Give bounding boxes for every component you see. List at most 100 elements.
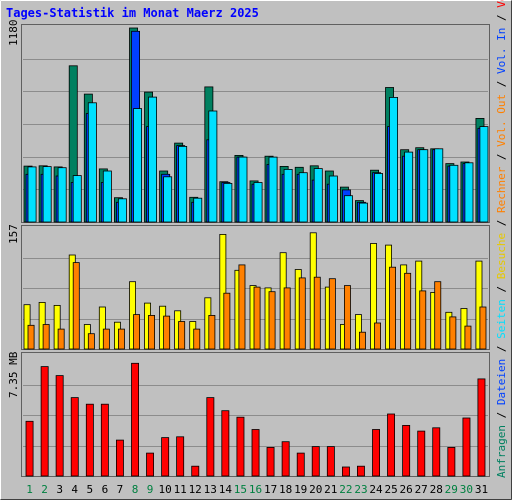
bottom-ymax-label: 7.35 MB bbox=[7, 351, 20, 398]
bar-rechner-day-2 bbox=[42, 324, 50, 350]
bar-seiten-day-31 bbox=[479, 126, 489, 223]
bar-besuche-day-14 bbox=[219, 233, 227, 350]
bar-volumen-day-31 bbox=[477, 378, 486, 477]
bar-seiten-day-24 bbox=[374, 173, 384, 223]
x-tick-label: 17 bbox=[264, 483, 277, 496]
x-tick-label: 5 bbox=[86, 483, 93, 496]
legend-entry: Rechner bbox=[495, 166, 508, 213]
bar-volumen-day-16 bbox=[251, 429, 260, 477]
bar-rechner-day-7 bbox=[118, 328, 125, 350]
x-tick-label: 22 bbox=[339, 483, 352, 496]
x-tick-label: 10 bbox=[158, 483, 171, 496]
middle-ymax-label: 157 bbox=[7, 224, 20, 244]
bar-rechner-day-3 bbox=[57, 328, 65, 350]
bar-rechner-day-9 bbox=[148, 314, 155, 350]
bars-layer bbox=[23, 27, 489, 477]
bar-volumen-day-29 bbox=[447, 446, 456, 477]
bar-volumen-day-4 bbox=[70, 397, 79, 477]
bar-volumen-day-5 bbox=[85, 403, 94, 477]
x-tick-label: 7 bbox=[117, 483, 124, 496]
bar-rechner-day-1 bbox=[27, 324, 35, 350]
bar-volumen-day-24 bbox=[372, 429, 380, 477]
bar-seiten-day-11 bbox=[178, 145, 188, 223]
bar-rechner-day-18 bbox=[283, 287, 291, 350]
bar-volumen-day-17 bbox=[266, 446, 275, 477]
bar-volumen-day-8 bbox=[131, 362, 139, 477]
bar-volumen-day-20 bbox=[311, 446, 320, 477]
x-tick-label: 8 bbox=[132, 483, 139, 496]
x-tick-label: 21 bbox=[324, 483, 337, 496]
bar-rechner-day-26 bbox=[404, 272, 412, 350]
bar-volumen-day-21 bbox=[326, 446, 335, 477]
x-tick-label: 12 bbox=[189, 483, 202, 496]
x-tick-label: 2 bbox=[41, 483, 48, 496]
bar-seiten-day-2 bbox=[42, 166, 52, 223]
bar-seiten-day-29 bbox=[449, 164, 459, 223]
bar-volumen-day-3 bbox=[55, 375, 64, 477]
bar-seiten-day-19 bbox=[298, 172, 308, 223]
legend-entry: / bbox=[495, 213, 508, 233]
bar-seiten-day-26 bbox=[404, 151, 414, 223]
bar-seiten-day-7 bbox=[118, 198, 127, 223]
legend-entry: / bbox=[495, 8, 508, 28]
bar-seiten-day-6 bbox=[102, 170, 112, 223]
x-axis-labels: 1 2 3 4 5 6 7 8 9 10 11 12 13 14 15 16 17 18 19 20 21 22 23 24 2… bbox=[26, 483, 488, 496]
bar-besuche-day-6 bbox=[98, 306, 106, 350]
x-tick-label: 26 bbox=[399, 483, 412, 496]
bar-volumen-day-18 bbox=[281, 441, 290, 477]
bar-seiten-day-1 bbox=[27, 166, 37, 223]
bar-rechner-day-11 bbox=[178, 321, 186, 350]
bar-rechner-day-24 bbox=[374, 322, 381, 350]
bar-rechner-day-29 bbox=[449, 316, 457, 350]
x-tick-label: 3 bbox=[56, 483, 63, 496]
bar-seiten-day-12 bbox=[193, 197, 203, 223]
bar-seiten-day-13 bbox=[208, 110, 218, 223]
bar-volumen-day-15 bbox=[236, 416, 245, 477]
bar-seiten-day-20 bbox=[313, 168, 323, 223]
bar-volumen-day-6 bbox=[100, 403, 109, 477]
bar-volumen-day-22 bbox=[341, 466, 350, 477]
bar-seiten-day-10 bbox=[163, 176, 173, 223]
legend-entry: / bbox=[495, 339, 508, 359]
bar-seiten-day-17 bbox=[268, 156, 278, 223]
bar-rechner-day-12 bbox=[193, 328, 201, 350]
bar-besuche-day-3 bbox=[53, 304, 61, 350]
x-tick-label: 16 bbox=[249, 483, 262, 496]
bar-volumen-day-1 bbox=[25, 420, 34, 477]
bar-volumen-day-7 bbox=[116, 439, 124, 477]
bar-rechner-day-22 bbox=[343, 285, 351, 350]
x-tick-label: 19 bbox=[294, 483, 307, 496]
bar-volumen-day-30 bbox=[462, 417, 471, 477]
bar-rechner-day-21 bbox=[328, 278, 336, 350]
bar-rechner-day-5 bbox=[87, 333, 95, 350]
x-tick-label: 29 bbox=[445, 483, 458, 496]
right-legend: Anfragen / Dateien / Seiten / Besuche / … bbox=[495, 0, 508, 478]
legend-entry: Dateien bbox=[495, 359, 508, 405]
x-tick-label: 1 bbox=[26, 483, 33, 496]
bar-volumen-day-27 bbox=[417, 430, 426, 477]
bar-rechner-day-13 bbox=[208, 314, 216, 350]
bar-seiten-day-8 bbox=[133, 108, 143, 223]
bar-rechner-day-4 bbox=[72, 262, 80, 350]
legend-entry: Volumen bbox=[495, 0, 508, 8]
x-tick-label: 20 bbox=[309, 483, 322, 496]
x-tick-label: 31 bbox=[475, 483, 488, 496]
bar-seiten-day-9 bbox=[148, 96, 158, 223]
bar-seiten-day-25 bbox=[389, 97, 399, 223]
bar-rechner-day-6 bbox=[102, 328, 110, 350]
bar-volumen-day-19 bbox=[296, 452, 305, 477]
bar-volumen-day-14 bbox=[221, 410, 230, 477]
bar-seiten-day-14 bbox=[223, 182, 233, 223]
legend-entry: Seiten bbox=[495, 299, 508, 339]
legend-entry: / bbox=[495, 147, 508, 167]
bar-volumen-day-2 bbox=[40, 366, 49, 477]
legend-entry: / bbox=[495, 279, 508, 299]
bar-seiten-day-4 bbox=[72, 175, 82, 223]
legend-entry: / bbox=[495, 74, 508, 94]
legend-entry: Vol. In bbox=[495, 28, 508, 74]
legend-entry: Besuche bbox=[495, 233, 508, 279]
x-tick-label: 30 bbox=[460, 483, 473, 496]
bar-seiten-day-16 bbox=[253, 182, 263, 223]
bar-seiten-day-28 bbox=[434, 148, 444, 223]
legend-entry: / bbox=[495, 405, 508, 425]
